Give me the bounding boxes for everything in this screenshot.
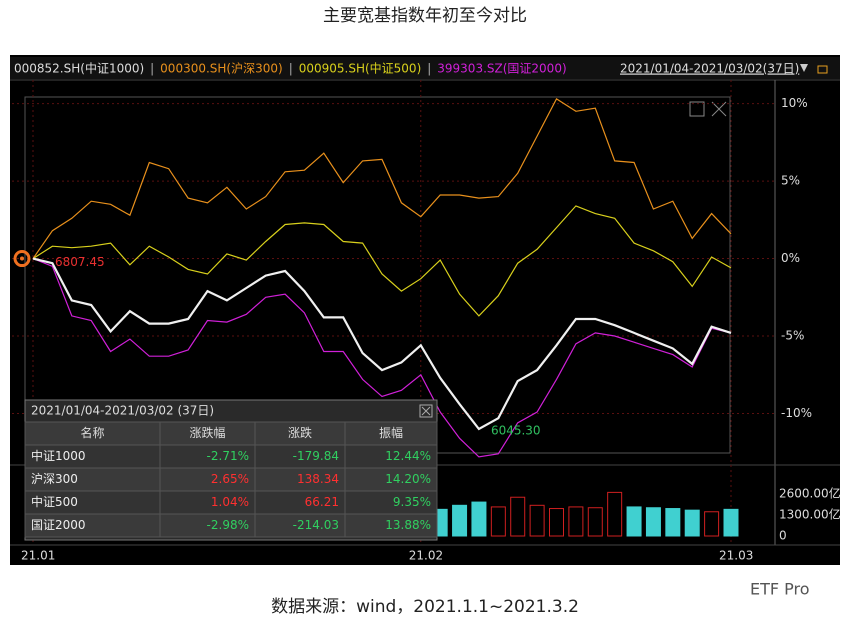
volume-bar — [626, 506, 642, 537]
y-tick-label: 5% — [781, 174, 800, 188]
volume-bar — [452, 504, 468, 537]
table-cell: -179.84 — [293, 449, 339, 463]
table-cell: 9.35% — [393, 495, 431, 509]
popup-title: 2021/01/04-2021/03/02 (37日) — [31, 404, 214, 418]
y2-tick-label: 0 — [779, 529, 787, 543]
volume-bar — [607, 491, 623, 537]
volume-bar — [665, 508, 681, 537]
page-title: 主要宽基指数年初至今对比 — [323, 6, 527, 26]
legend-entry[interactable]: 000852.SH(中证1000) — [14, 61, 144, 76]
date-range[interactable]: 2021/01/04-2021/03/02(37日) — [620, 62, 799, 76]
table-cell: 沪深300 — [31, 472, 78, 486]
y2-tick-label: 2600.00亿 — [779, 486, 841, 501]
y-tick-label: -10% — [781, 406, 812, 420]
table-header: 名称 — [80, 425, 104, 440]
table-cell: 138.34 — [297, 472, 339, 486]
table-header: 振幅 — [379, 425, 403, 440]
table-cell: 12.44% — [385, 449, 431, 463]
legend-separator: | — [427, 62, 431, 76]
legend-separator: | — [289, 62, 293, 76]
series-line — [32, 258, 732, 458]
popup-close — [421, 406, 431, 416]
annotation: 6045.30 — [491, 424, 541, 438]
legend-entry[interactable]: 399303.SZ(国证2000) — [437, 62, 566, 76]
table-cell: 13.88% — [385, 518, 431, 532]
source-note: 数据来源：wind，2021.1.1~2021.3.2 — [271, 597, 579, 617]
volume-bar — [549, 508, 564, 537]
maximize-icon[interactable] — [689, 101, 705, 117]
volume-bar — [490, 506, 506, 537]
volume-bar — [723, 508, 739, 537]
series-line — [32, 257, 732, 431]
legend-entry[interactable]: 000905.SH(中证500) — [299, 61, 422, 76]
table-cell: -2.71% — [207, 449, 249, 463]
y-tick-label: 10% — [781, 96, 808, 110]
table-cell: 1.04% — [211, 495, 249, 509]
table-cell: 66.21 — [305, 495, 339, 509]
x-tick-label: 21.03 — [719, 549, 753, 563]
lock-icon[interactable] — [817, 65, 828, 74]
start-marker — [13, 250, 31, 268]
annotation: 6807.45 — [55, 255, 105, 269]
legend-bar — [10, 57, 840, 79]
table-header: 涨跌幅 — [189, 425, 225, 440]
close-icon[interactable] — [711, 101, 727, 117]
x-tick-label: 21.01 — [21, 549, 55, 563]
volume-bar — [704, 511, 720, 537]
start-marker — [20, 256, 24, 261]
table-cell: -2.98% — [207, 518, 249, 532]
series-line — [32, 205, 732, 317]
volume-bar — [645, 507, 661, 537]
volume-bar — [510, 496, 526, 537]
table-cell: 14.20% — [385, 472, 431, 486]
watermark: ETF Pro — [750, 580, 810, 599]
table-cell: 国证2000 — [31, 518, 86, 532]
y-tick-label: -5% — [781, 329, 804, 343]
summary-popup: 2021/01/04-2021/03/02 (37日) 名称 涨跌幅 涨跌 振幅中证10… — [24, 399, 438, 541]
dropdown-icon[interactable] — [800, 64, 808, 72]
series-line — [32, 98, 732, 259]
legend-separator: | — [150, 62, 154, 76]
volume-bar — [684, 509, 700, 537]
volume-bar — [529, 504, 545, 537]
table-cell: 2.65% — [211, 472, 249, 486]
table-cell: 中证500 — [31, 494, 78, 509]
table-header: 涨跌 — [288, 425, 312, 440]
legend-entry[interactable]: 000300.SH(沪深300) — [160, 62, 283, 76]
table-row — [24, 513, 438, 538]
table-cell: 中证1000 — [31, 448, 86, 463]
popup-close[interactable] — [419, 404, 433, 418]
y2-tick-label: 1300.00亿 — [779, 507, 841, 522]
volume-bar — [471, 501, 487, 537]
table-cell: -214.03 — [293, 518, 339, 532]
y-tick-label: 0% — [781, 251, 800, 265]
volume-bar — [568, 506, 584, 537]
volume-bar — [587, 507, 603, 537]
x-tick-label: 21.02 — [409, 549, 443, 563]
